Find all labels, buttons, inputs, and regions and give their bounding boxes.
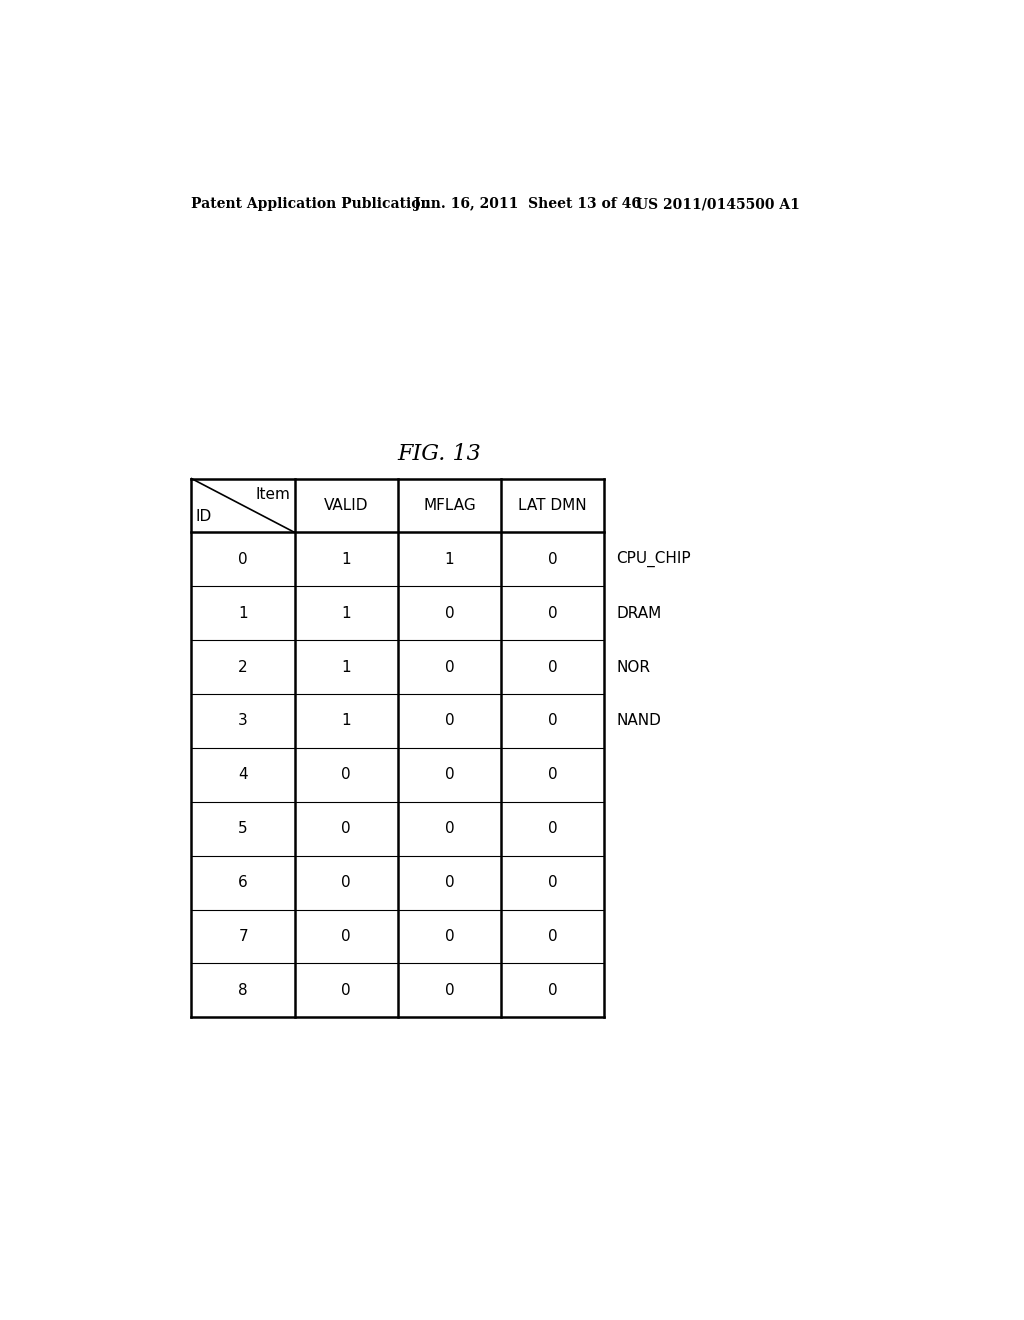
Text: 0: 0 bbox=[444, 929, 455, 944]
Text: Patent Application Publication: Patent Application Publication bbox=[191, 197, 431, 211]
Text: NOR: NOR bbox=[616, 660, 650, 675]
Text: 0: 0 bbox=[444, 606, 455, 620]
Text: 2: 2 bbox=[239, 660, 248, 675]
Text: 0: 0 bbox=[341, 767, 351, 783]
Text: 0: 0 bbox=[548, 821, 557, 836]
Text: 1: 1 bbox=[341, 606, 351, 620]
Text: FIG. 13: FIG. 13 bbox=[397, 444, 481, 465]
Text: 0: 0 bbox=[548, 983, 557, 998]
Text: Jun. 16, 2011  Sheet 13 of 46: Jun. 16, 2011 Sheet 13 of 46 bbox=[414, 197, 641, 211]
Text: 1: 1 bbox=[341, 552, 351, 566]
Text: 3: 3 bbox=[239, 714, 248, 729]
Text: 8: 8 bbox=[239, 983, 248, 998]
Text: 0: 0 bbox=[444, 875, 455, 890]
Text: 1: 1 bbox=[341, 660, 351, 675]
Text: 0: 0 bbox=[548, 929, 557, 944]
Text: 0: 0 bbox=[341, 983, 351, 998]
Text: 0: 0 bbox=[548, 606, 557, 620]
Text: 0: 0 bbox=[341, 875, 351, 890]
Text: LAT DMN: LAT DMN bbox=[518, 498, 587, 513]
Text: 1: 1 bbox=[444, 552, 455, 566]
Text: 0: 0 bbox=[341, 821, 351, 836]
Text: 4: 4 bbox=[239, 767, 248, 783]
Text: 0: 0 bbox=[444, 660, 455, 675]
Text: 0: 0 bbox=[444, 821, 455, 836]
Text: 0: 0 bbox=[444, 767, 455, 783]
Text: US 2011/0145500 A1: US 2011/0145500 A1 bbox=[636, 197, 800, 211]
Text: 1: 1 bbox=[239, 606, 248, 620]
Text: VALID: VALID bbox=[324, 498, 369, 513]
Text: 0: 0 bbox=[239, 552, 248, 566]
Text: 0: 0 bbox=[548, 875, 557, 890]
Text: 0: 0 bbox=[548, 660, 557, 675]
Text: DRAM: DRAM bbox=[616, 606, 662, 620]
Text: Item: Item bbox=[256, 487, 291, 502]
Text: ID: ID bbox=[196, 510, 212, 524]
Text: NAND: NAND bbox=[616, 714, 660, 729]
Text: 0: 0 bbox=[444, 714, 455, 729]
Text: 1: 1 bbox=[341, 714, 351, 729]
Text: 0: 0 bbox=[341, 929, 351, 944]
Text: 6: 6 bbox=[239, 875, 248, 890]
Text: 5: 5 bbox=[239, 821, 248, 836]
Text: CPU_CHIP: CPU_CHIP bbox=[616, 552, 691, 568]
Text: MFLAG: MFLAG bbox=[423, 498, 476, 513]
Text: 0: 0 bbox=[444, 983, 455, 998]
Text: 0: 0 bbox=[548, 714, 557, 729]
Text: 7: 7 bbox=[239, 929, 248, 944]
Text: 0: 0 bbox=[548, 552, 557, 566]
Text: 0: 0 bbox=[548, 767, 557, 783]
